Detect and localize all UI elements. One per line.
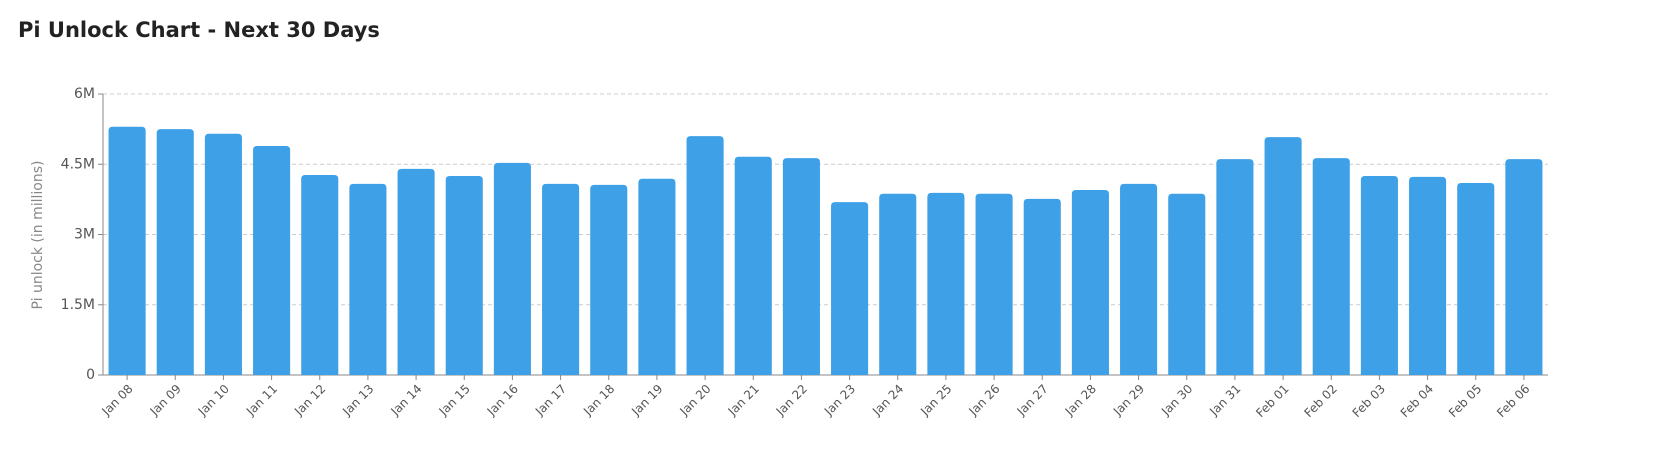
x-tick-label: Jan 18 [580,382,617,419]
x-tick-label: Jan 30 [1158,382,1195,419]
y-tick-label: 6M [74,86,95,102]
bar [638,178,676,375]
bar [1071,190,1109,375]
bar [1120,183,1158,375]
bar [975,193,1013,375]
y-tick-label: 0 [86,367,95,383]
x-tick-label: Jan 11 [243,382,280,419]
y-tick-label: 3M [74,227,95,243]
bar [253,145,291,375]
chart-title: Pi Unlock Chart - Next 30 Days [18,18,380,42]
x-tick-label: Jan 21 [725,382,762,419]
x-tick-label: Jan 29 [1110,382,1147,419]
x-tick-label: Jan 12 [291,382,328,419]
x-tick-label: Jan 14 [387,382,424,419]
x-tick-label: Feb 03 [1350,382,1388,420]
x-tick-label: Feb 02 [1301,382,1339,420]
bar [927,192,965,375]
bar [542,183,580,375]
x-tick-label: Jan 15 [436,382,473,419]
bar [1312,158,1350,375]
x-tick-label: Jan 25 [917,382,954,419]
bar [1264,137,1302,375]
bar [445,175,483,375]
bar [156,129,194,375]
bar [1023,198,1061,375]
y-tick-label: 1.5M [61,297,95,313]
x-tick-label: Jan 26 [965,382,1002,419]
x-tick-label: Jan 24 [869,382,906,419]
bar [1505,159,1543,375]
bar [1168,193,1206,375]
x-tick-label: Jan 28 [1062,382,1099,419]
y-tick-label: 4.5M [61,156,95,172]
x-tick-label: Jan 08 [98,382,135,419]
bar [1216,159,1254,375]
y-axis-label: Pi unlock (in millions) [30,161,46,310]
x-tick-label: Jan 13 [339,382,376,419]
bar [349,183,387,375]
bar [1360,175,1398,375]
x-tick-label: Jan 09 [147,382,184,419]
bar [590,184,628,375]
x-tick-label: Feb 04 [1398,382,1436,420]
x-tick-label: Jan 27 [1014,382,1051,419]
x-tick-label: Feb 06 [1494,382,1532,420]
bar [879,193,917,375]
x-tick-label: Jan 20 [676,382,713,419]
bar [1457,182,1495,375]
bar [108,126,146,376]
x-tick-label: Jan 31 [1206,382,1243,419]
bar [397,168,435,375]
bar [493,162,531,375]
x-tick-label: Feb 05 [1446,382,1484,420]
x-tick-label: Jan 19 [628,382,665,419]
x-tick-label: Jan 22 [773,382,810,419]
x-tick-label: Feb 01 [1253,382,1291,420]
x-tick-label: Jan 17 [532,382,569,419]
bar [831,202,869,375]
bar [204,133,242,375]
x-tick-label: Jan 23 [821,382,858,419]
bar [686,136,724,375]
x-tick-label: Jan 16 [484,382,521,419]
bar [1409,176,1447,375]
bar [301,175,339,375]
bar [782,158,820,375]
x-tick-label: Jan 10 [195,382,232,419]
bar [734,156,772,375]
